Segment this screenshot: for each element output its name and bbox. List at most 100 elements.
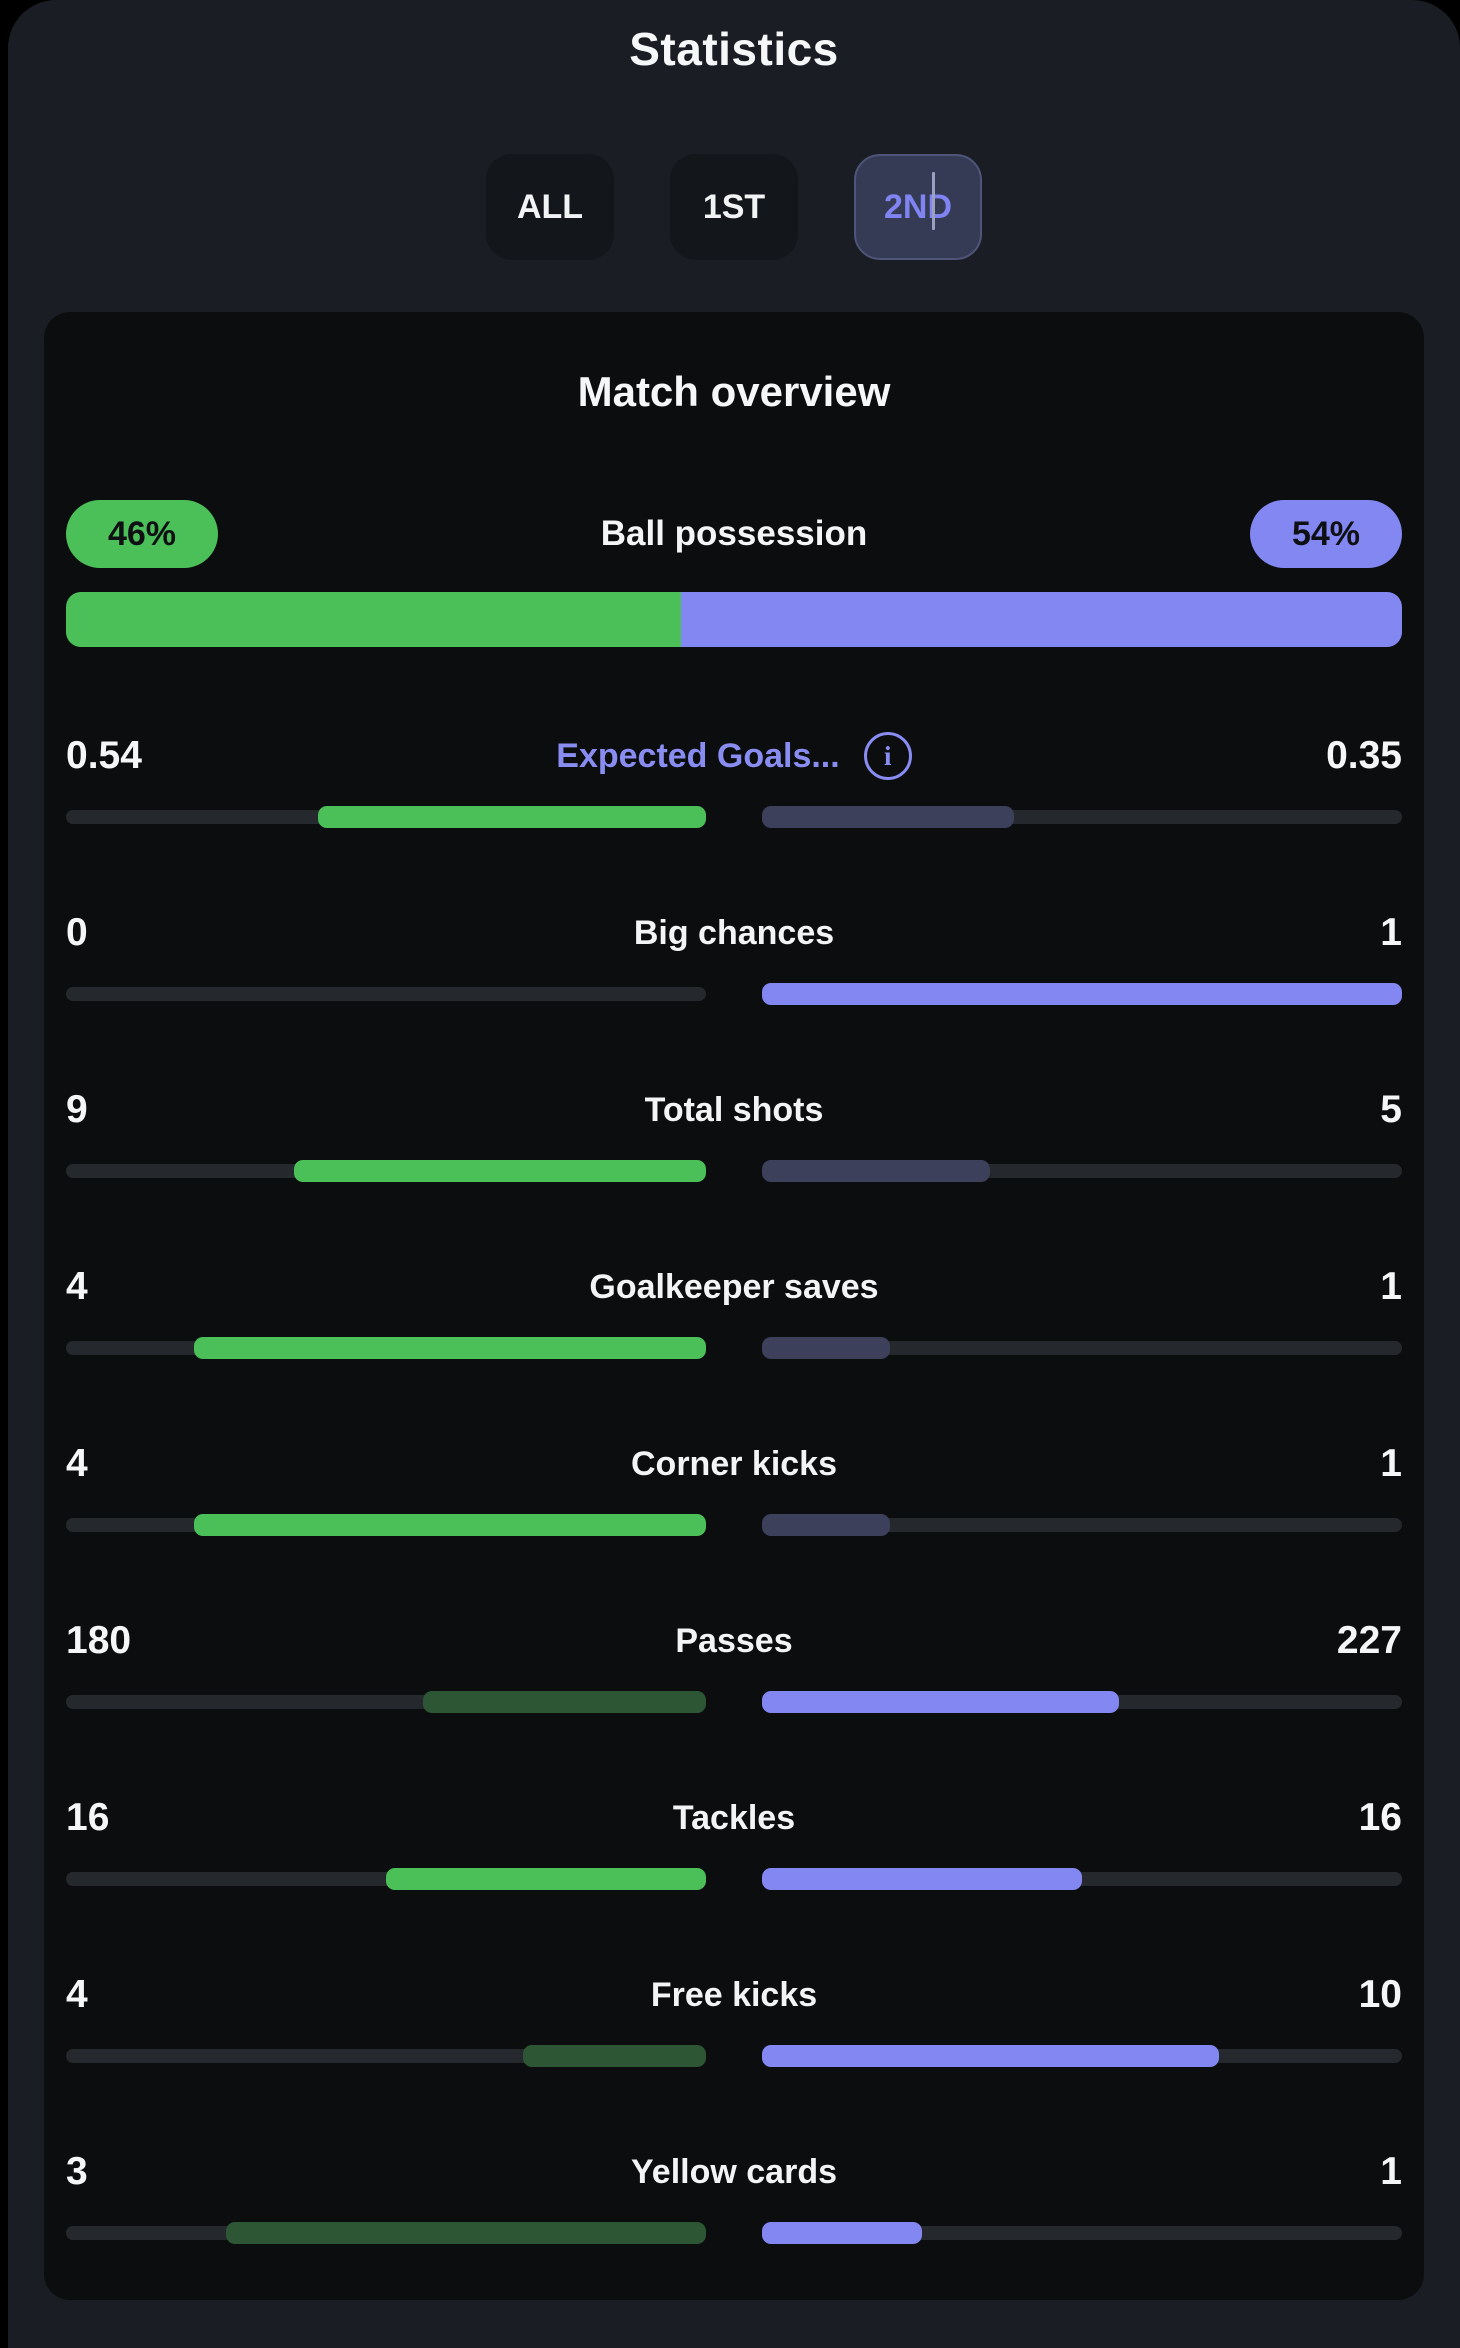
stat-label-text: Big chances bbox=[633, 913, 835, 952]
home-stat-bar bbox=[66, 987, 706, 1001]
info-icon[interactable]: i bbox=[863, 732, 912, 780]
home-stat-value: 16 bbox=[66, 1796, 110, 1839]
ball-possession-section: 46% Ball possession 54% bbox=[66, 500, 1402, 647]
away-stat-bar bbox=[762, 1691, 1402, 1713]
home-stat-value: 3 bbox=[66, 2150, 88, 2193]
home-stat-bar-fill bbox=[522, 2045, 706, 2067]
possession-bar-home bbox=[66, 592, 681, 647]
home-stat-bar-fill bbox=[194, 1514, 706, 1536]
period-tabs: ALL 1ST 2ND bbox=[8, 154, 1460, 260]
stat-bars bbox=[66, 1868, 1402, 1890]
home-stat-bar-fill bbox=[194, 1337, 706, 1359]
match-overview-card: Match overview 46% Ball possession 54% 0… bbox=[44, 312, 1424, 2300]
home-stat-bar bbox=[66, 1868, 706, 1890]
away-stat-bar bbox=[762, 1868, 1402, 1890]
stat-row: 0.54 Expected Goals... i 0.35 bbox=[66, 732, 1402, 828]
away-stat-bar-fill bbox=[762, 983, 1402, 1005]
home-stat-value: 0.54 bbox=[66, 734, 142, 777]
away-stat-bar bbox=[762, 1514, 1402, 1536]
home-stat-value: 4 bbox=[66, 1265, 88, 1308]
widget-title: Statistics bbox=[629, 23, 839, 75]
stat-head: 4 Corner kicks 1 bbox=[66, 1440, 1402, 1488]
home-stat-bar bbox=[66, 1514, 706, 1536]
stat-label: Big chances bbox=[634, 914, 834, 953]
stat-row: 4 Free kicks 10 bbox=[66, 1971, 1402, 2067]
stat-label: Total shots bbox=[645, 1091, 824, 1130]
stat-head: 4 Free kicks 10 bbox=[66, 1971, 1402, 2019]
stat-label: Expected Goals... i bbox=[556, 732, 912, 780]
statistics-widget: Statistics ALL 1ST 2ND Match overview 46… bbox=[8, 0, 1460, 2348]
stat-row: 4 Goalkeeper saves 1 bbox=[66, 1263, 1402, 1359]
stat-head: 3 Yellow cards 1 bbox=[66, 2148, 1402, 2196]
stat-label-text: Passes bbox=[675, 1621, 793, 1660]
away-stat-value: 1 bbox=[1380, 911, 1402, 954]
stat-bars bbox=[66, 2222, 1402, 2244]
home-stat-value: 180 bbox=[66, 1619, 132, 1662]
away-stat-bar bbox=[762, 2045, 1402, 2067]
stat-label: Goalkeeper saves bbox=[589, 1268, 878, 1307]
away-stat-bar-fill bbox=[762, 1337, 890, 1359]
stat-label: Passes bbox=[675, 1622, 792, 1661]
stat-bars bbox=[66, 1691, 1402, 1713]
possession-bar bbox=[66, 592, 1402, 647]
stat-bars bbox=[66, 1337, 1402, 1359]
home-stat-value: 4 bbox=[66, 1442, 88, 1485]
away-stat-bar bbox=[762, 983, 1402, 1005]
stat-label-text: Expected Goals... bbox=[556, 736, 840, 775]
home-stat-bar bbox=[66, 1337, 706, 1359]
away-stat-bar bbox=[762, 1337, 1402, 1359]
away-stat-value: 10 bbox=[1358, 1973, 1402, 2016]
stat-row: 16 Tackles 16 bbox=[66, 1794, 1402, 1890]
home-stat-value: 0 bbox=[66, 911, 88, 954]
possession-bar-away bbox=[680, 592, 1402, 647]
home-stat-bar bbox=[66, 806, 706, 828]
stat-bars bbox=[66, 806, 1402, 828]
away-stat-bar bbox=[762, 1160, 1402, 1182]
stat-row: 3 Yellow cards 1 bbox=[66, 2148, 1402, 2244]
stat-label: Yellow cards bbox=[631, 2153, 837, 2192]
away-stat-value: 1 bbox=[1380, 1265, 1402, 1308]
stat-label-text: Free kicks bbox=[650, 1975, 818, 2014]
away-stat-value: 1 bbox=[1380, 1442, 1402, 1485]
away-stat-bar-fill bbox=[762, 1691, 1120, 1713]
away-stat-value: 16 bbox=[1358, 1796, 1402, 1839]
stat-label-text: Corner kicks bbox=[631, 1444, 837, 1483]
away-stat-value: 5 bbox=[1380, 1088, 1402, 1131]
possession-header: 46% Ball possession 54% bbox=[66, 500, 1402, 568]
stat-bars bbox=[66, 983, 1402, 1005]
stats-list: 0.54 Expected Goals... i 0.35 0 Big chances 1 9… bbox=[66, 732, 1402, 2244]
tab-1st[interactable]: 1ST bbox=[670, 154, 798, 260]
home-stat-bar-fill bbox=[317, 806, 706, 828]
away-possession-badge: 54% bbox=[1249, 500, 1402, 568]
home-stat-value: 4 bbox=[66, 1973, 88, 2016]
stat-head: 180 Passes 227 bbox=[66, 1617, 1402, 1665]
home-possession-badge: 46% bbox=[66, 500, 218, 568]
home-stat-bar bbox=[66, 2045, 706, 2067]
away-stat-bar-fill bbox=[762, 1868, 1082, 1890]
stat-head: 0.54 Expected Goals... i 0.35 bbox=[66, 732, 1402, 780]
home-stat-bar bbox=[66, 1691, 706, 1713]
stat-row: 180 Passes 227 bbox=[66, 1617, 1402, 1713]
stat-row: 9 Total shots 5 bbox=[66, 1086, 1402, 1182]
stat-head: 16 Tackles 16 bbox=[66, 1794, 1402, 1842]
text-cursor bbox=[932, 172, 935, 230]
stat-head: 0 Big chances 1 bbox=[66, 909, 1402, 957]
possession-label: Ball possession bbox=[600, 514, 868, 553]
away-stat-bar-fill bbox=[762, 1160, 991, 1182]
stat-bars bbox=[66, 2045, 1402, 2067]
stat-head: 4 Goalkeeper saves 1 bbox=[66, 1263, 1402, 1311]
tab-2nd[interactable]: 2ND bbox=[854, 154, 982, 260]
stat-bars bbox=[66, 1514, 1402, 1536]
stat-label-text: Goalkeeper saves bbox=[589, 1267, 879, 1306]
stat-label-text: Tackles bbox=[672, 1798, 796, 1837]
away-stat-bar bbox=[762, 2222, 1402, 2244]
stat-label-text: Yellow cards bbox=[631, 2152, 837, 2191]
stat-label-text: Total shots bbox=[644, 1090, 824, 1129]
home-stat-bar bbox=[66, 1160, 706, 1182]
tab-all[interactable]: ALL bbox=[486, 154, 614, 260]
home-stat-bar-fill bbox=[423, 1691, 706, 1713]
stat-row: 4 Corner kicks 1 bbox=[66, 1440, 1402, 1536]
away-stat-value: 1 bbox=[1380, 2150, 1402, 2193]
stat-bars bbox=[66, 1160, 1402, 1182]
away-stat-bar-fill bbox=[762, 1514, 890, 1536]
